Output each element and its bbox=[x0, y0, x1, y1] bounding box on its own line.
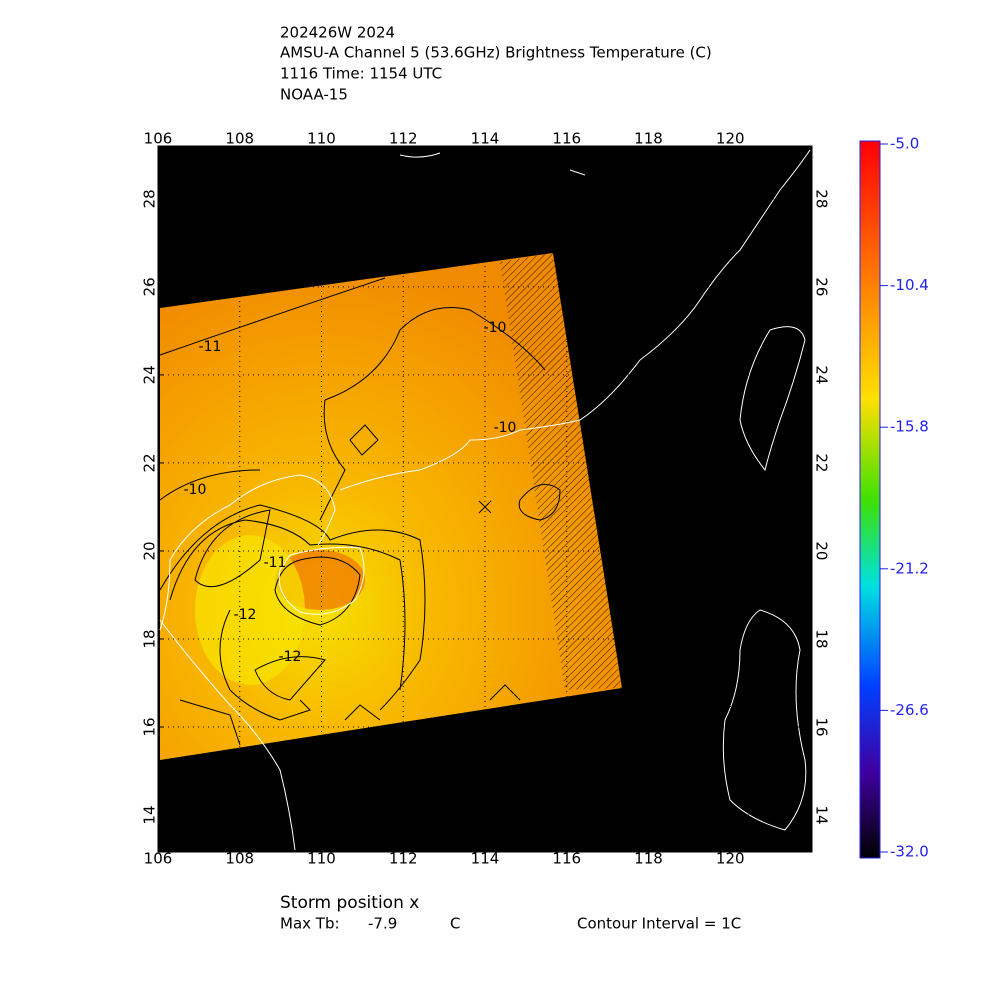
lon-label-top: 116 bbox=[552, 130, 581, 148]
lon-label-top: 114 bbox=[471, 130, 500, 148]
lon-label-top: 118 bbox=[634, 130, 663, 148]
lat-label-right: 16 bbox=[813, 717, 831, 736]
contour-label: -12 bbox=[234, 607, 257, 623]
lat-label-right: 22 bbox=[813, 453, 831, 472]
lon-label-bottom: 106 bbox=[144, 850, 173, 868]
title-line: 1116 Time: 1154 UTC bbox=[280, 65, 442, 83]
lon-label-bottom: 118 bbox=[634, 850, 663, 868]
lat-label-right: 20 bbox=[813, 541, 831, 560]
lon-label-bottom: 108 bbox=[225, 850, 254, 868]
contour-label: -10 bbox=[484, 320, 507, 336]
colorbar: -5.0 -10.4 -15.8 -21.2 -26.6 -32.0 bbox=[859, 135, 929, 861]
lon-label-top: 112 bbox=[389, 130, 418, 148]
colorbar-ramp bbox=[859, 140, 881, 859]
lat-label-left: 28 bbox=[141, 189, 159, 208]
lat-label-left: 18 bbox=[141, 629, 159, 648]
colorbar-tick-label: -10.4 bbox=[890, 276, 929, 294]
contour-label: -12 bbox=[279, 649, 302, 665]
lat-label-right: 28 bbox=[813, 189, 831, 208]
lon-label-top: 110 bbox=[307, 130, 336, 148]
title-line: AMSU-A Channel 5 (53.6GHz) Brightness Te… bbox=[280, 44, 712, 62]
storm-marker-group bbox=[478, 500, 492, 514]
contour-label: -11 bbox=[199, 339, 222, 355]
header: 202426W 2024 AMSU-A Channel 5 (53.6GHz) … bbox=[280, 24, 712, 104]
max-tb-value: -7.9 bbox=[368, 915, 397, 933]
lat-label-right: 14 bbox=[813, 805, 831, 824]
storm-marker bbox=[478, 500, 492, 514]
lat-label-left: 20 bbox=[141, 541, 159, 560]
colorbar-tick-label: -21.2 bbox=[890, 559, 929, 577]
lat-label-left: 24 bbox=[141, 365, 159, 384]
lon-label-bottom: 112 bbox=[389, 850, 418, 868]
lat-label-left: 14 bbox=[141, 805, 159, 824]
lat-label-left: 22 bbox=[141, 453, 159, 472]
cool-region bbox=[195, 535, 305, 685]
colorbar-tick-label: -5.0 bbox=[890, 135, 919, 153]
coastline bbox=[159, 149, 811, 851]
lon-label-bottom: 114 bbox=[471, 850, 500, 868]
lon-label-top: 120 bbox=[716, 130, 745, 148]
contour-labels: -11 -10 -10 -10 -11 -12 -12 bbox=[184, 320, 517, 665]
lon-label-top: 106 bbox=[144, 130, 173, 148]
lon-label-top: 108 bbox=[225, 130, 254, 148]
colorbar-tick-label: -26.6 bbox=[890, 701, 929, 719]
lon-label-bottom: 120 bbox=[716, 850, 745, 868]
contour-interval: Contour Interval = 1C bbox=[577, 915, 741, 933]
title-line: 202426W 2024 bbox=[280, 24, 395, 42]
lat-label-left: 16 bbox=[141, 717, 159, 736]
lon-label-bottom: 110 bbox=[307, 850, 336, 868]
footer: Storm position x Max Tb: -7.9 C Contour … bbox=[280, 893, 741, 933]
title-line: NOAA-15 bbox=[280, 86, 348, 104]
axes: 106 106 108 108 110 110 112 112 114 114 116 116 118 1… bbox=[141, 130, 831, 868]
max-tb-label: Max Tb: bbox=[280, 915, 340, 933]
lat-label-right: 24 bbox=[813, 365, 831, 384]
contour-label: -10 bbox=[494, 420, 517, 436]
contours bbox=[159, 277, 561, 746]
lat-label-right: 26 bbox=[813, 277, 831, 296]
colorbar-tick-label: -15.8 bbox=[890, 418, 929, 436]
hatch-region bbox=[500, 253, 622, 690]
colorbar-tick-label: -32.0 bbox=[890, 843, 929, 861]
lat-label-left: 26 bbox=[141, 277, 159, 296]
map-area: -11 -10 -10 -10 -11 -12 -12 bbox=[158, 146, 812, 852]
contour-label: -10 bbox=[184, 482, 207, 498]
max-tb-unit: C bbox=[450, 915, 460, 933]
lon-label-bottom: 116 bbox=[552, 850, 581, 868]
storm-label: Storm position x bbox=[280, 893, 419, 913]
contour-label: -11 bbox=[264, 555, 287, 571]
lat-label-right: 18 bbox=[813, 629, 831, 648]
grid bbox=[158, 146, 812, 852]
